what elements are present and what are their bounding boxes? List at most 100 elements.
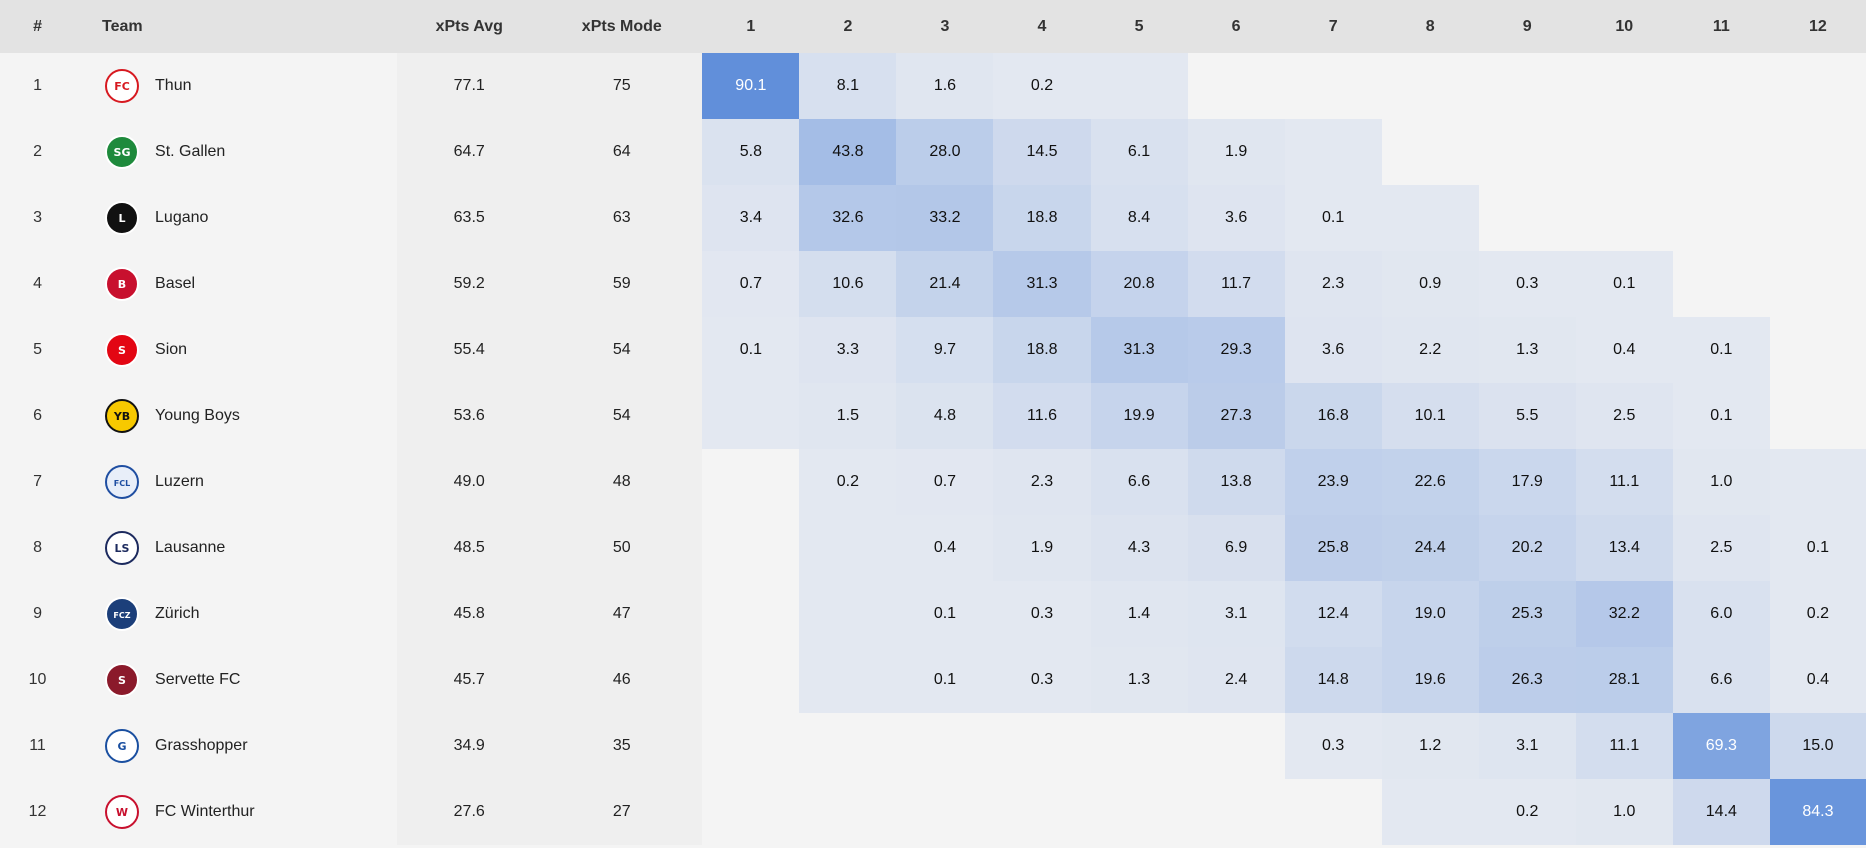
position-prob-cell (1187, 713, 1285, 779)
position-header-3[interactable]: 3 (896, 0, 994, 53)
position-header-8[interactable]: 8 (1381, 0, 1479, 53)
svg-text:YB: YB (113, 410, 130, 423)
position-prob-cell: 23.9 (1284, 449, 1382, 515)
position-prob-cell: 0.3 (993, 647, 1091, 713)
team-cell[interactable]: S Servette FC (75, 647, 397, 713)
table-row[interactable]: 10 S Servette FC 45.7 46 0.1 0.3 1.3 2.4 14.8 19.6… (0, 647, 1866, 713)
position-prob-cell: 84.3 (1769, 779, 1866, 845)
team-cell[interactable]: SG St. Gallen (75, 119, 397, 185)
position-header-4[interactable]: 4 (993, 0, 1091, 53)
position-header-11[interactable]: 11 (1672, 0, 1770, 53)
team-cell[interactable]: G Grasshopper (75, 713, 397, 779)
team-cell[interactable]: W FC Winterthur (75, 779, 397, 845)
rank-cell: 9 (33, 605, 42, 622)
table-row[interactable]: 12 W FC Winterthur 27.6 27 0.2 1.0 14.4 84.3 (0, 779, 1866, 845)
team-header[interactable]: Team (75, 0, 398, 53)
position-prob-cell: 0.1 (1575, 251, 1673, 317)
position-prob-cell (799, 647, 897, 713)
table-row[interactable]: 1 FC Thun 77.1 75 90.1 8.1 1.6 0.2 (0, 53, 1866, 119)
team-cell[interactable]: FCZ Zürich (75, 581, 397, 647)
team-cell[interactable]: B Basel (75, 251, 397, 317)
position-prob-cell (1284, 119, 1382, 185)
position-prob-cell: 8.4 (1090, 185, 1188, 251)
position-prob-cell (1090, 53, 1188, 119)
team-cell[interactable]: FCL Luzern (75, 449, 397, 515)
position-header-2[interactable]: 2 (799, 0, 897, 53)
position-prob-cell (993, 779, 1091, 845)
position-prob-cell: 33.2 (896, 185, 994, 251)
team-name[interactable]: Servette FC (155, 671, 241, 688)
team-cell[interactable]: YB Young Boys (75, 383, 397, 449)
team-name[interactable]: Young Boys (155, 407, 240, 424)
position-prob-cell: 10.1 (1381, 383, 1479, 449)
xpts-mode-header[interactable]: xPts Mode (541, 0, 703, 53)
position-prob-cell: 15.0 (1769, 713, 1866, 779)
position-header-9[interactable]: 9 (1478, 0, 1576, 53)
team-cell[interactable]: FC Thun (75, 53, 397, 119)
table-row[interactable]: 9 FCZ Zürich 45.8 47 0.1 0.3 1.4 3.1 12.4 19.0 25.3… (0, 581, 1866, 647)
position-prob-cell (1478, 53, 1576, 119)
table-row[interactable]: 2 SG St. Gallen 64.7 64 5.8 43.8 28.0 14.5 6.1 1.9 (0, 119, 1866, 185)
team-name[interactable]: Lausanne (155, 539, 226, 556)
team-cell[interactable]: S Sion (75, 317, 397, 383)
position-header-7[interactable]: 7 (1284, 0, 1382, 53)
team-name[interactable]: Sion (155, 341, 188, 358)
team-name[interactable]: Thun (155, 77, 192, 94)
position-header-5[interactable]: 5 (1090, 0, 1188, 53)
position-header-6[interactable]: 6 (1187, 0, 1285, 53)
position-header-12[interactable]: 12 (1769, 0, 1866, 53)
position-prob-cell: 0.2 (799, 449, 897, 515)
team-name[interactable]: Grasshopper (155, 737, 248, 754)
position-prob-cell (799, 581, 897, 647)
lugano-logo-icon: L (105, 201, 140, 235)
position-header-10[interactable]: 10 (1575, 0, 1673, 53)
position-prob-cell: 25.8 (1284, 515, 1382, 581)
rank-header[interactable]: # (0, 0, 76, 53)
table-row[interactable]: 3 L Lugano 63.5 63 3.4 32.6 33.2 18.8 8.4 3.6 0.1 (0, 185, 1866, 251)
position-prob-cell (896, 713, 994, 779)
servette-logo-icon: S (105, 663, 140, 697)
team-name[interactable]: Zürich (155, 605, 200, 622)
basel-logo-icon: B (105, 267, 140, 301)
position-prob-cell: 24.4 (1381, 515, 1479, 581)
table-row[interactable]: 8 LS Lausanne 48.5 50 0.4 1.9 4.3 6.9 25.8 24.4 20.… (0, 515, 1866, 581)
table-row[interactable]: 4 B Basel 59.2 59 0.7 10.6 21.4 31.3 20.8 11.7 2.3 0… (0, 251, 1866, 317)
team-name[interactable]: Lugano (155, 209, 209, 226)
position-prob-cell: 8.1 (799, 53, 897, 119)
position-prob-cell: 28.1 (1575, 647, 1673, 713)
rank-cell: 7 (33, 473, 42, 490)
position-header-1[interactable]: 1 (702, 0, 800, 53)
team-cell[interactable]: L Lugano (75, 185, 397, 251)
team-cell[interactable]: LS Lausanne (75, 515, 397, 581)
team-name[interactable]: Basel (155, 275, 196, 292)
luzern-logo-icon: FCL (105, 465, 140, 499)
position-prob-cell (799, 779, 897, 845)
position-prob-cell: 0.1 (896, 647, 994, 713)
team-name[interactable]: St. Gallen (155, 143, 226, 160)
table-row[interactable]: 11 G Grasshopper 34.9 35 0.3 1.2 3.1 11.1 69.3 15.… (0, 713, 1866, 779)
position-prob-cell (1575, 185, 1673, 251)
svg-text:FCZ: FCZ (113, 611, 130, 620)
table-row[interactable]: 5 S Sion 55.4 54 0.1 3.3 9.7 18.8 31.3 29.3 3.6 2.2 1… (0, 317, 1866, 383)
position-prob-cell: 11.7 (1187, 251, 1285, 317)
position-prob-cell: 6.6 (1090, 449, 1188, 515)
position-prob-cell: 5.8 (702, 119, 800, 185)
position-prob-cell: 2.5 (1672, 515, 1770, 581)
position-prob-cell: 1.9 (993, 515, 1091, 581)
xpts-avg-header[interactable]: xPts Avg (397, 0, 542, 53)
position-prob-cell: 25.3 (1478, 581, 1576, 647)
xpts-avg-cell: 59.2 (397, 251, 542, 317)
position-prob-cell: 0.3 (993, 581, 1091, 647)
table-row[interactable]: 6 YB Young Boys 53.6 54 1.5 4.8 11.6 19.9 27.3 16.… (0, 383, 1866, 449)
team-name[interactable]: FC Winterthur (155, 803, 255, 820)
position-prob-cell (702, 383, 800, 449)
position-prob-cell (702, 449, 800, 515)
position-prob-cell: 1.4 (1090, 581, 1188, 647)
xpts-avg-cell: 55.4 (397, 317, 542, 383)
position-prob-cell: 13.8 (1187, 449, 1285, 515)
table-row[interactable]: 7 FCL Luzern 49.0 48 0.2 0.7 2.3 6.6 13.8 23.9 22.6… (0, 449, 1866, 515)
team-name[interactable]: Luzern (155, 473, 204, 490)
position-prob-cell: 1.3 (1090, 647, 1188, 713)
position-prob-cell: 18.8 (993, 185, 1091, 251)
position-prob-cell: 32.6 (799, 185, 897, 251)
